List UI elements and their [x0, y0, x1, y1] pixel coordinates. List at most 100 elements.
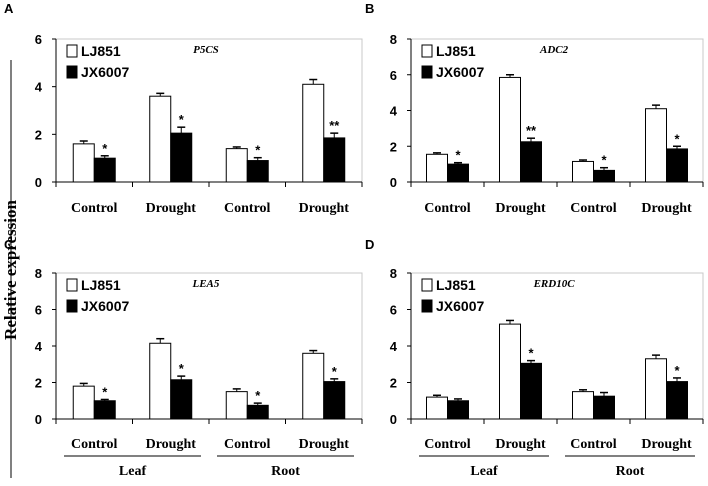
- panel-a-category-label: Control: [224, 201, 271, 216]
- panel-b-ytick-label: 6: [390, 68, 397, 83]
- panel-c-ytick-label: 0: [35, 412, 42, 427]
- panel-a-category-label: Drought: [299, 201, 350, 216]
- panel-a-significance: **: [329, 118, 340, 133]
- panel-c-category-label: Drought: [146, 437, 197, 452]
- panel-c-bar-lj851: [302, 352, 325, 420]
- panel-d-category-label: Drought: [641, 437, 692, 452]
- panel-a-bar-jx6007: [246, 160, 269, 183]
- panel-a-legend-label-lj851: LJ851: [81, 43, 121, 59]
- panel-c-category-label: Control: [71, 437, 118, 452]
- panel-d-significance: *: [528, 346, 534, 361]
- panel-d-bar-lj851: [499, 323, 521, 420]
- panel-c-bar-jx6007: [246, 404, 269, 420]
- panel-c-significance: *: [179, 361, 185, 376]
- panel-b-ytick-label: 0: [390, 175, 397, 190]
- y-axis-title: Relative expression: [1, 199, 20, 339]
- panel-b-bar-jx6007: [520, 141, 542, 183]
- panel-c-letter: C: [4, 237, 14, 252]
- panel-c-legend-swatch-lj851: [66, 278, 78, 292]
- panel-d-legend-swatch-jx6007: [421, 299, 433, 313]
- panel-b-legend-swatch-jx6007: [421, 65, 433, 79]
- panel-c-ytick-label: 8: [35, 266, 42, 281]
- panel-a-letter: A: [4, 1, 14, 16]
- panel-a-legend-swatch-jx6007: [66, 65, 78, 79]
- panel-b-bar-jx6007: [593, 169, 615, 183]
- panel-d-ytick-label: 8: [390, 266, 397, 281]
- panel-b-ytick-label: 4: [390, 104, 398, 119]
- panel-d-legend-label-jx6007: JX6007: [436, 298, 484, 314]
- panel-c-bar-lj851: [149, 342, 172, 420]
- panel-b-significance: *: [674, 131, 680, 146]
- panel-b-significance: **: [526, 123, 537, 138]
- panel-b-category-label: Drought: [495, 201, 546, 216]
- panel-d-significance: *: [674, 363, 680, 378]
- panel-b-ytick-label: 8: [390, 32, 397, 47]
- panel-c-bar-lj851: [225, 391, 248, 420]
- panel-c-group: C 0 2 4 6 8 * Control * Drought * Control * Drought LE…: [4, 237, 363, 479]
- panel-c-bar-jx6007: [170, 379, 193, 420]
- panel-d-bar-lj851: [572, 391, 594, 420]
- panel-b-bar-lj851: [572, 160, 594, 183]
- panel-d-gene-name: ERD10C: [533, 278, 576, 290]
- panel-b-bar-lj851: [645, 108, 667, 183]
- panel-d-bar-jx6007: [666, 381, 688, 420]
- panel-c-ytick-label: 6: [35, 303, 42, 318]
- panel-c-gene-name: LEA5: [191, 278, 219, 290]
- panel-d-bar-lj851: [645, 358, 667, 420]
- panel-d-ytick-label: 4: [390, 339, 398, 354]
- panel-b-category-label: Drought: [641, 201, 692, 216]
- panel-d-bar-jx6007: [593, 395, 615, 420]
- panel-b-significance: *: [601, 153, 607, 168]
- panel-c-significance: *: [332, 364, 338, 379]
- panel-a-bar-lj851: [149, 95, 172, 183]
- panel-d-category-label: Control: [424, 437, 471, 452]
- panel-a-bar-jx6007: [93, 157, 116, 183]
- panel-b-bar-lj851: [426, 153, 448, 183]
- panel-a-ytick-label: 4: [35, 80, 43, 95]
- panel-a-group: A 0 2 4 6 * Control * Drought * Control ** Drought P5…: [4, 1, 363, 216]
- panel-a-significance: *: [255, 143, 261, 158]
- panel-a-ytick-label: 2: [35, 127, 42, 142]
- panel-d-bar-lj851: [426, 396, 448, 420]
- panel-b-gene-name: ADC2: [539, 44, 569, 56]
- panel-b-category-label: Control: [424, 201, 471, 216]
- panel-c-legend-swatch-jx6007: [66, 299, 78, 313]
- panel-a-legend-swatch-lj851: [66, 44, 78, 58]
- panel-b-significance: *: [455, 148, 461, 163]
- panel-c-bar-jx6007: [93, 400, 116, 420]
- panel-b-legend-label-lj851: LJ851: [436, 43, 476, 59]
- panel-b-category-label: Control: [570, 201, 617, 216]
- panel-a-bar-jx6007: [170, 132, 193, 183]
- panel-a-bar-lj851: [225, 148, 248, 183]
- panel-c-tissue-label: Root: [271, 464, 300, 479]
- panel-b-ytick-label: 2: [390, 139, 397, 154]
- panel-d-ytick-label: 6: [390, 303, 397, 318]
- panel-a-category-label: Control: [71, 201, 118, 216]
- panel-b-group: B 0 2 4 6 8 * Control ** Drought * Control * Drought A…: [365, 1, 704, 216]
- panel-c-tissue-label: Leaf: [119, 464, 147, 479]
- panel-d-tissue-label: Leaf: [470, 464, 498, 479]
- panel-c-bar-lj851: [72, 385, 95, 420]
- panel-c-ytick-label: 2: [35, 376, 42, 391]
- panel-c-legend-label-jx6007: JX6007: [81, 298, 129, 314]
- panel-b-bar-lj851: [499, 76, 521, 183]
- panel-a-bar-lj851: [72, 143, 95, 183]
- panel-c-category-label: Drought: [299, 437, 350, 452]
- panel-d-group: D 0 2 4 6 8 Control * Drought Control * Drought ERD1…: [365, 237, 704, 479]
- panel-b-legend-label-jx6007: JX6007: [436, 64, 484, 80]
- panel-d-legend-label-lj851: LJ851: [436, 277, 476, 293]
- panel-a-gene-name: P5CS: [193, 44, 219, 56]
- panel-d-legend-swatch-lj851: [421, 278, 433, 292]
- panel-c-legend-label-lj851: LJ851: [81, 277, 121, 293]
- panel-b-legend-swatch-lj851: [421, 44, 433, 58]
- panel-d-bar-jx6007: [520, 362, 542, 420]
- panel-d-tissue-label: Root: [616, 464, 645, 479]
- panel-d-category-label: Drought: [495, 437, 546, 452]
- panels-group: A0246*Control*Drought*Control**DroughtP5…: [4, 1, 704, 479]
- panel-a-category-label: Drought: [146, 201, 197, 216]
- panel-c-category-label: Control: [224, 437, 271, 452]
- panel-d-ytick-label: 0: [390, 412, 397, 427]
- panel-a-significance: *: [179, 112, 185, 127]
- panel-c-significance: *: [102, 384, 108, 399]
